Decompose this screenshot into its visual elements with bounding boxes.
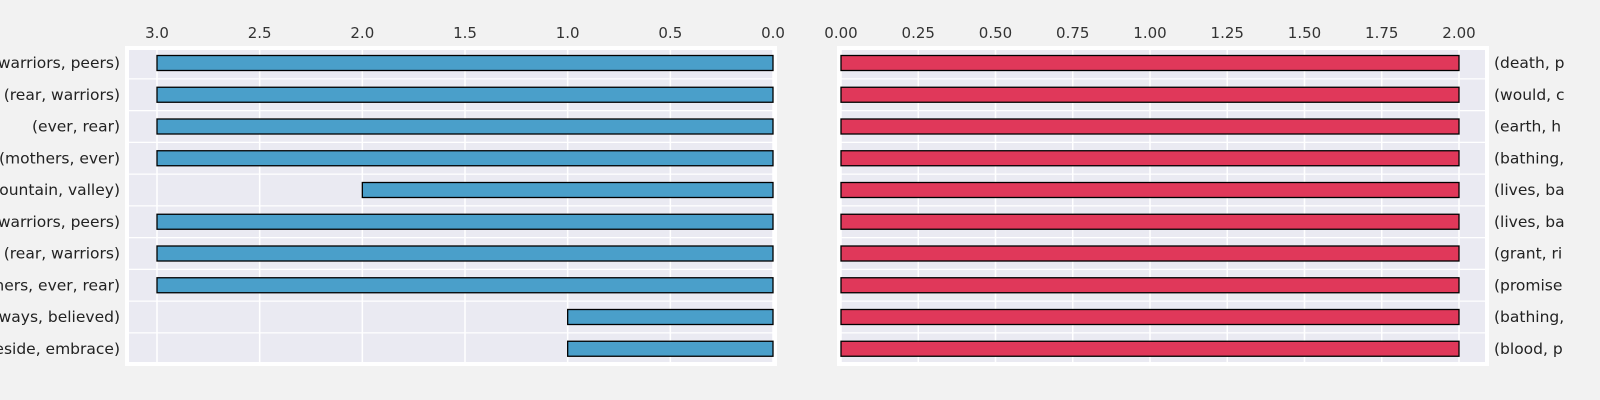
bar xyxy=(156,118,774,135)
x-tick-label: 0.00 xyxy=(824,24,857,42)
bar xyxy=(361,181,774,199)
category-label: (rear, warriors) xyxy=(4,245,120,263)
category-label: (lives, ba xyxy=(1494,181,1565,199)
category-label: (lives, ba xyxy=(1494,213,1565,231)
category-label: (warriors, peers) xyxy=(0,213,120,231)
category-label: (death, p xyxy=(1494,54,1565,72)
bar xyxy=(156,150,774,167)
category-label: (beside, embrace) xyxy=(0,340,120,358)
bar xyxy=(840,277,1460,294)
category-label: (promise xyxy=(1494,276,1562,294)
x-tick-label: 3.0 xyxy=(145,24,169,42)
right-bar-chart: 0.00 0.25 0.50 0.75 1.00 1.25 1.50 1.75 2.00 (dea… xyxy=(824,24,1565,366)
bar xyxy=(840,86,1460,103)
category-label: (mountain, valley) xyxy=(0,181,120,199)
x-tick-label: 1.25 xyxy=(1211,24,1244,42)
bar xyxy=(567,308,774,326)
category-label: (bathing, xyxy=(1494,149,1564,167)
category-label: (blood, p xyxy=(1494,340,1563,358)
bar xyxy=(840,181,1460,199)
bar xyxy=(840,213,1460,230)
bar xyxy=(567,340,774,357)
x-tick-label: 1.00 xyxy=(1133,24,1166,42)
category-label: (always, believed) xyxy=(0,308,120,326)
x-tick-label: 1.75 xyxy=(1365,24,1398,42)
bar xyxy=(840,308,1460,326)
category-label: (grant, ri xyxy=(1494,245,1562,263)
bar xyxy=(156,277,774,294)
bar xyxy=(840,150,1460,167)
category-label: (rear, warriors) xyxy=(4,86,120,104)
x-tick-label: 1.50 xyxy=(1288,24,1321,42)
x-tick-label: 2.00 xyxy=(1442,24,1475,42)
bar xyxy=(840,245,1460,262)
category-label: (mothers, ever) xyxy=(0,149,120,167)
category-label: (mothers, ever, rear) xyxy=(0,276,120,294)
category-label: (bathing, xyxy=(1494,308,1564,326)
x-tick-label: 0.50 xyxy=(979,24,1012,42)
x-tick-label: 1.5 xyxy=(453,24,477,42)
bar xyxy=(156,245,774,262)
x-tick-label: 2.0 xyxy=(350,24,374,42)
bar xyxy=(840,54,1460,72)
bar xyxy=(840,118,1460,135)
bar xyxy=(156,86,774,103)
x-tick-label: 1.0 xyxy=(556,24,580,42)
bar xyxy=(156,54,774,72)
bar xyxy=(156,213,774,230)
x-tick-label: 2.5 xyxy=(248,24,272,42)
category-label: (earth, h xyxy=(1494,118,1561,136)
category-label: (would, c xyxy=(1494,86,1565,104)
x-tick-label: 0.5 xyxy=(658,24,682,42)
x-tick-label: 0.25 xyxy=(902,24,935,42)
x-tick-label: 0.75 xyxy=(1056,24,1089,42)
bar xyxy=(840,340,1460,357)
category-label: (warriors, peers) xyxy=(0,54,120,72)
x-tick-label: 0.0 xyxy=(761,24,785,42)
left-bar-chart: 3.0 2.5 2.0 1.5 1.0 0.5 0.0 (warriors, peers) (r… xyxy=(0,24,785,366)
category-label: (ever, rear) xyxy=(32,118,120,136)
